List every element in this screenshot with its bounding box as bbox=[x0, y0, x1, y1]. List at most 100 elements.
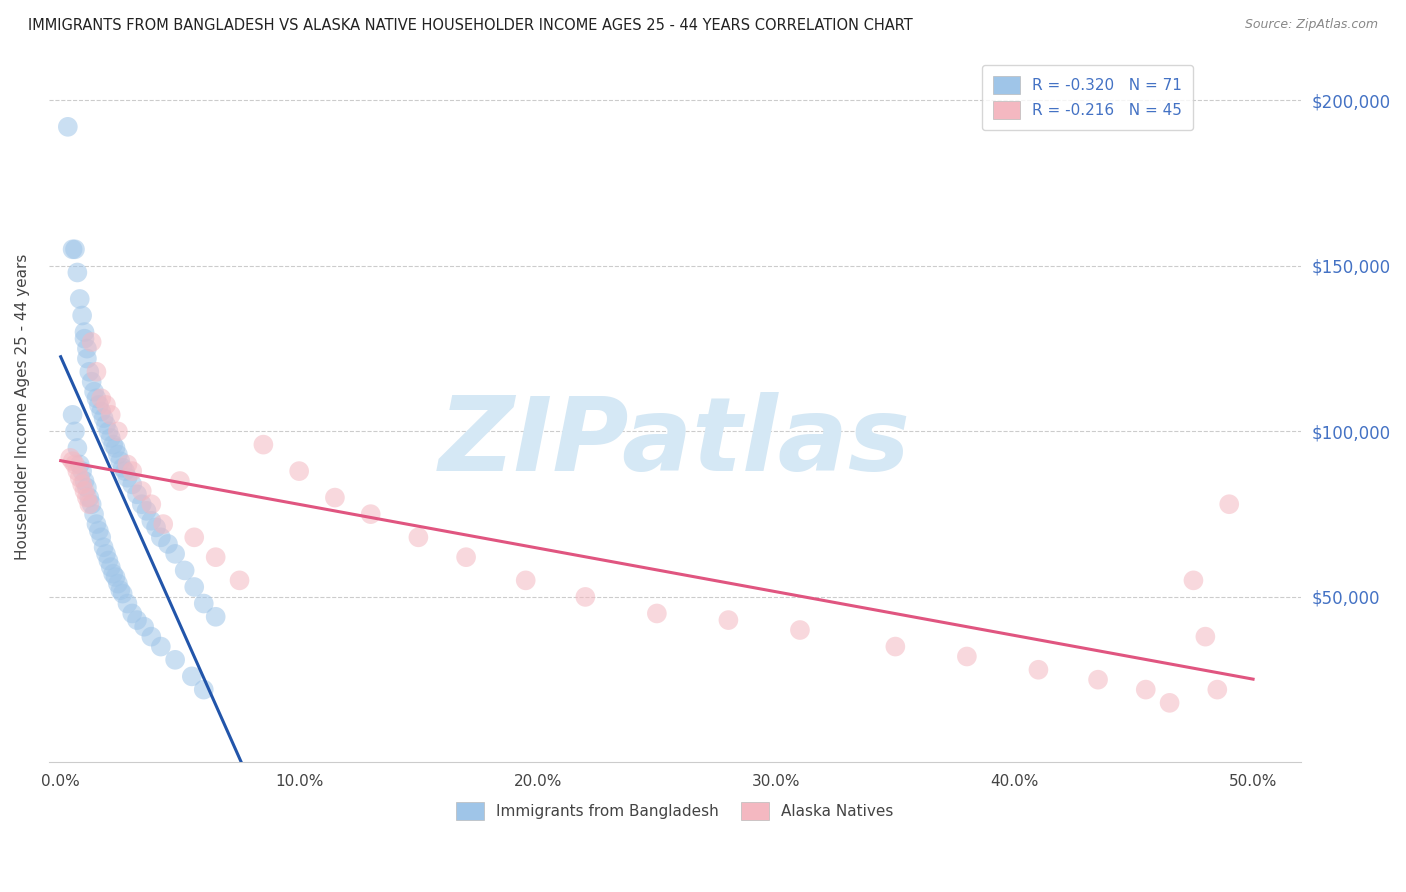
Point bbox=[76, 481, 98, 495]
Point bbox=[141, 497, 163, 511]
Point bbox=[121, 464, 143, 478]
Point bbox=[884, 640, 907, 654]
Point bbox=[1087, 673, 1109, 687]
Point bbox=[135, 504, 157, 518]
Point bbox=[59, 450, 82, 465]
Point bbox=[193, 682, 215, 697]
Point bbox=[149, 530, 172, 544]
Point bbox=[107, 448, 129, 462]
Point bbox=[90, 404, 112, 418]
Point bbox=[141, 630, 163, 644]
Point bbox=[107, 425, 129, 439]
Point bbox=[101, 437, 124, 451]
Point bbox=[165, 653, 187, 667]
Legend: Immigrants from Bangladesh, Alaska Natives: Immigrants from Bangladesh, Alaska Nativ… bbox=[450, 796, 900, 826]
Point bbox=[62, 408, 84, 422]
Point bbox=[100, 431, 122, 445]
Point bbox=[94, 417, 117, 432]
Point bbox=[86, 392, 108, 406]
Point bbox=[1159, 696, 1181, 710]
Point bbox=[131, 483, 153, 498]
Point bbox=[165, 547, 187, 561]
Point bbox=[93, 411, 115, 425]
Point bbox=[121, 607, 143, 621]
Point bbox=[86, 517, 108, 532]
Point bbox=[117, 471, 139, 485]
Point bbox=[73, 474, 96, 488]
Point bbox=[66, 265, 89, 279]
Point bbox=[149, 640, 172, 654]
Point bbox=[228, 574, 250, 588]
Point bbox=[125, 613, 148, 627]
Point bbox=[79, 365, 101, 379]
Text: IMMIGRANTS FROM BANGLADESH VS ALASKA NATIVE HOUSEHOLDER INCOME AGES 25 - 44 YEAR: IMMIGRANTS FROM BANGLADESH VS ALASKA NAT… bbox=[28, 18, 912, 33]
Point bbox=[1218, 497, 1240, 511]
Point bbox=[63, 242, 86, 256]
Point bbox=[110, 583, 132, 598]
Point bbox=[252, 437, 274, 451]
Point bbox=[94, 547, 117, 561]
Point bbox=[408, 530, 430, 544]
Point bbox=[789, 623, 811, 637]
Point bbox=[173, 563, 195, 577]
Point bbox=[121, 477, 143, 491]
Point bbox=[110, 454, 132, 468]
Point bbox=[1206, 682, 1229, 697]
Point bbox=[62, 454, 84, 468]
Point bbox=[515, 574, 537, 588]
Point bbox=[183, 580, 205, 594]
Point bbox=[80, 334, 103, 349]
Point bbox=[83, 507, 105, 521]
Point bbox=[1182, 574, 1205, 588]
Point bbox=[86, 365, 108, 379]
Point bbox=[101, 566, 124, 581]
Point bbox=[956, 649, 979, 664]
Point bbox=[100, 560, 122, 574]
Point bbox=[1135, 682, 1157, 697]
Point bbox=[104, 441, 127, 455]
Point bbox=[73, 483, 96, 498]
Y-axis label: Householder Income Ages 25 - 44 years: Householder Income Ages 25 - 44 years bbox=[15, 253, 30, 560]
Point bbox=[87, 524, 110, 538]
Point bbox=[93, 541, 115, 555]
Point bbox=[79, 497, 101, 511]
Text: ZIPatlas: ZIPatlas bbox=[439, 392, 911, 492]
Point bbox=[63, 425, 86, 439]
Point bbox=[169, 474, 191, 488]
Text: Source: ZipAtlas.com: Source: ZipAtlas.com bbox=[1244, 18, 1378, 31]
Point bbox=[83, 384, 105, 399]
Point bbox=[645, 607, 668, 621]
Point bbox=[717, 613, 740, 627]
Point bbox=[204, 550, 226, 565]
Point bbox=[134, 620, 156, 634]
Point bbox=[76, 491, 98, 505]
Point bbox=[79, 491, 101, 505]
Point bbox=[90, 530, 112, 544]
Point bbox=[87, 398, 110, 412]
Point bbox=[1028, 663, 1050, 677]
Point bbox=[107, 576, 129, 591]
Point bbox=[70, 477, 93, 491]
Point bbox=[180, 669, 202, 683]
Point bbox=[90, 392, 112, 406]
Point bbox=[111, 586, 134, 600]
Point bbox=[152, 517, 174, 532]
Point bbox=[100, 408, 122, 422]
Point bbox=[193, 597, 215, 611]
Point bbox=[69, 292, 91, 306]
Point bbox=[204, 609, 226, 624]
Point bbox=[183, 530, 205, 544]
Point bbox=[111, 460, 134, 475]
Point bbox=[114, 464, 136, 478]
Point bbox=[97, 425, 120, 439]
Point bbox=[70, 464, 93, 478]
Point bbox=[288, 464, 311, 478]
Point bbox=[145, 520, 167, 534]
Point bbox=[66, 464, 89, 478]
Point bbox=[69, 471, 91, 485]
Point bbox=[66, 441, 89, 455]
Point bbox=[94, 398, 117, 412]
Point bbox=[125, 487, 148, 501]
Point bbox=[141, 514, 163, 528]
Point bbox=[323, 491, 346, 505]
